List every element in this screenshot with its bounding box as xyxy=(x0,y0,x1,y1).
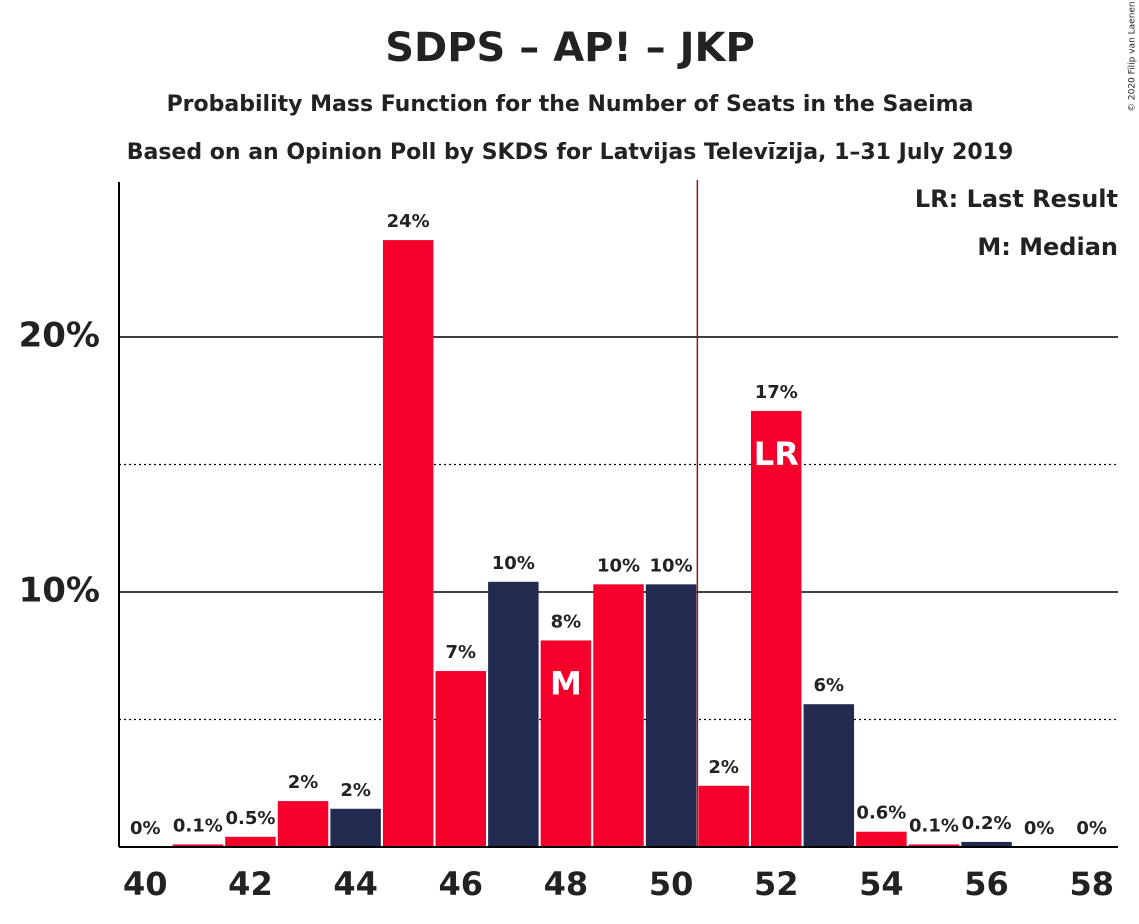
bar xyxy=(435,671,487,847)
bar xyxy=(908,844,960,847)
value-label: 10% xyxy=(597,555,640,576)
value-label: 0.2% xyxy=(962,813,1012,834)
legend-entry: M: Median xyxy=(977,233,1118,261)
bar xyxy=(961,841,1012,847)
bar xyxy=(330,808,381,847)
value-label: 0% xyxy=(1024,818,1055,839)
chart-title: SDPS – AP! – JKP xyxy=(385,25,755,71)
value-label: 7% xyxy=(445,642,476,663)
value-label: 2% xyxy=(288,772,319,793)
value-label: 0.1% xyxy=(173,815,223,836)
marker-label: M xyxy=(550,664,582,702)
y-tick-label: 10% xyxy=(19,571,100,611)
x-tick-label: 40 xyxy=(123,865,168,903)
legend-entry: LR: Last Result xyxy=(915,185,1118,213)
value-label: 2% xyxy=(340,780,371,801)
bar xyxy=(698,785,749,847)
chart-subtitle: Based on an Opinion Poll by SKDS for Lat… xyxy=(127,140,1014,165)
bar xyxy=(593,584,644,847)
x-tick-label: 58 xyxy=(1069,865,1114,903)
x-tick-label: 50 xyxy=(649,865,694,903)
value-label: 10% xyxy=(650,555,693,576)
x-tick-label: 46 xyxy=(438,865,483,903)
value-label: 2% xyxy=(708,757,739,778)
bar xyxy=(540,640,592,847)
x-tick-label: 54 xyxy=(859,865,904,903)
bar xyxy=(488,581,539,847)
marker-label: LR xyxy=(754,435,799,473)
bar xyxy=(225,836,276,847)
value-label: 17% xyxy=(755,382,798,403)
value-label: 0% xyxy=(130,818,161,839)
y-tick-label: 20% xyxy=(19,316,100,356)
value-label: 10% xyxy=(492,553,535,574)
value-label: 6% xyxy=(814,675,845,696)
value-label: 0.5% xyxy=(225,808,275,829)
x-tick-label: 42 xyxy=(228,865,273,903)
value-label: 24% xyxy=(387,211,430,232)
bar xyxy=(803,704,855,847)
x-tick-label: 44 xyxy=(333,865,378,903)
bar xyxy=(856,831,907,847)
value-label: 0% xyxy=(1076,818,1107,839)
value-label: 8% xyxy=(551,611,582,632)
value-label: 0.1% xyxy=(909,815,959,836)
bar xyxy=(277,801,329,847)
chart-subtitle: Probability Mass Function for the Number… xyxy=(167,92,974,117)
x-tick-label: 56 xyxy=(964,865,1009,903)
bar xyxy=(645,584,697,847)
copyright: © 2020 Filip van Laenen xyxy=(1128,1,1138,112)
value-label: 0.6% xyxy=(856,803,906,824)
x-tick-label: 52 xyxy=(754,865,799,903)
bar xyxy=(172,844,224,847)
bar xyxy=(382,240,434,848)
x-tick-label: 48 xyxy=(544,865,589,903)
bar xyxy=(750,410,802,847)
